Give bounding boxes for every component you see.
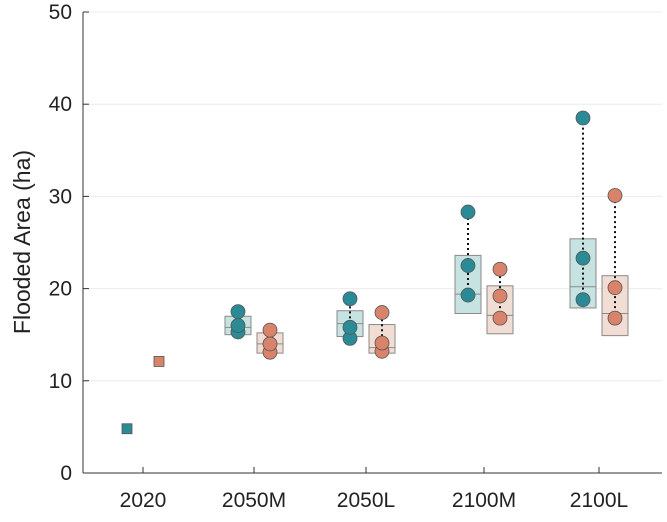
data-point [607,310,623,326]
data-point [575,292,591,308]
data-point [230,318,246,333]
axes [82,12,662,474]
data-point [262,322,278,338]
boxes [224,238,629,354]
x-tick-label: 2100M [452,489,516,512]
data-points [121,110,623,435]
y-tick-label: 50 [49,1,72,24]
x-tick-label: 2050L [337,489,395,512]
y-tick-label: 20 [49,278,72,301]
data-point [230,304,246,320]
data-point [607,280,623,296]
data-point [460,258,476,273]
y-axis-title: Flooded Area (ha) [9,150,35,334]
x-tick-label: 2100L [570,489,628,512]
y-tick-label: 40 [49,93,72,116]
data-point [607,188,623,203]
data-point [575,250,591,266]
data-point [492,288,508,304]
data-point [460,204,476,220]
data-point [374,335,390,351]
y-ticks: 0 10 20 30 40 50 [49,1,89,485]
data-point [492,310,508,326]
y-tick-label: 30 [49,185,72,208]
data-point [492,261,508,277]
data-point [575,110,591,126]
whiskers [237,118,616,353]
x-tick-label: 2020 [120,489,167,512]
data-point [342,291,358,307]
x-ticks: 2020 2050M 2050L 2100M 2100L [120,467,628,512]
data-point-square [121,423,133,435]
x-tick-label: 2050M [222,489,286,512]
data-point [374,305,390,320]
data-point-square [153,356,165,367]
y-tick-label: 0 [60,462,72,485]
y-tick-label: 10 [49,370,72,393]
data-point [262,336,278,352]
data-point [460,287,476,303]
data-point [342,319,358,335]
grid-lines [83,11,662,382]
